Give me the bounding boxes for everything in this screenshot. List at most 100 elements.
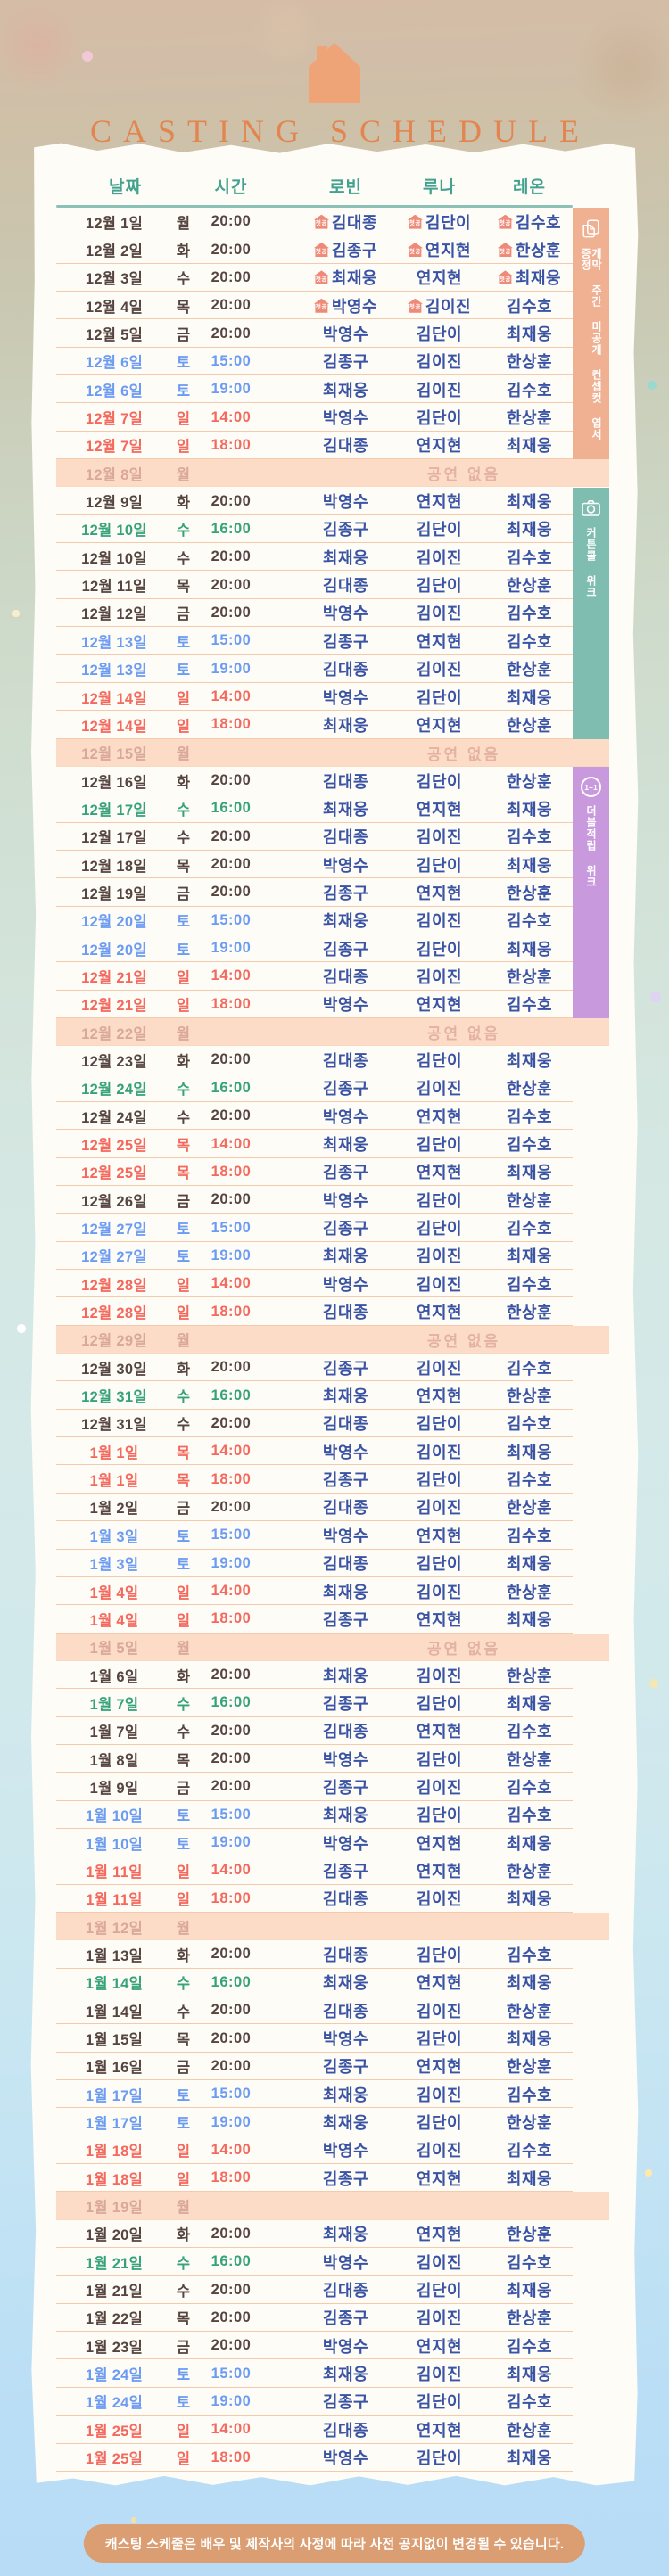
- time-cell: 20:00: [211, 1051, 252, 1068]
- robin-cast-cell: 최재웅: [322, 1136, 369, 1155]
- leon-cast-cell: 최재웅: [506, 1610, 553, 1629]
- date-cell: 1월 4일: [89, 1612, 139, 1629]
- date-cell: 1월 17일: [85, 2087, 144, 2104]
- date-cell: 12월 29일: [81, 1333, 147, 1350]
- luna-cast-cell: 김이진: [416, 967, 463, 986]
- schedule-row: 12월 14일 일 18:00 최재웅 연지현 한상훈: [56, 711, 609, 739]
- luna-cast-cell: 김단이: [416, 1555, 463, 1574]
- luna-cast-cell: 연지현: [416, 2421, 463, 2440]
- date-cell: 1월 10일: [85, 1836, 144, 1853]
- date-cell: 1월 4일: [89, 1584, 139, 1601]
- robin-cast-cell: 최재웅: [322, 1974, 369, 1993]
- side-event-opening-week: 개막 주간 미공개 컨셉컷 엽서 증정: [573, 208, 609, 460]
- robin-cast-cell: 박영수: [322, 1107, 369, 1126]
- day-of-week-cell: 금: [176, 1780, 191, 1797]
- schedule-row: 1월 1일 목 14:00 박영수 김이진 최재웅: [56, 1437, 609, 1466]
- date-cell: 1월 22일: [85, 2311, 144, 2328]
- day-of-week-cell: 월: [176, 215, 191, 232]
- luna-cast-cell: 김단이: [416, 2449, 463, 2468]
- day-of-week-cell: 화: [176, 495, 191, 512]
- time-cell: 20:00: [211, 772, 252, 789]
- date-cell: 12월 18일: [81, 858, 147, 875]
- day-of-week-cell: 목: [176, 1165, 191, 1182]
- day-of-week-cell: 목: [176, 2032, 191, 2049]
- time-cell: 20:00: [211, 576, 252, 593]
- schedule-row: 12월 24일 수 20:00 박영수 연지현 김수호: [56, 1102, 609, 1131]
- date-cell: 1월 11일: [86, 1892, 143, 1909]
- luna-cast-cell: 김이진: [416, 1778, 463, 1797]
- column-header-robin: 로빈: [329, 177, 362, 197]
- time-cell: 16:00: [211, 1387, 252, 1403]
- day-of-week-cell: 금: [176, 2060, 191, 2077]
- schedule-row: 12월 19일 금 20:00 김종구 연지현 한상훈: [56, 878, 609, 907]
- column-header-luna: 루나: [423, 177, 456, 197]
- day-of-week-cell: 목: [176, 2311, 191, 2328]
- time-cell: 14:00: [211, 1443, 252, 1460]
- first-show-badge: 첫공: [407, 298, 423, 313]
- luna-cast-cell: 김이진: [416, 1247, 463, 1266]
- schedule-row: 12월 28일 일 18:00 김대종 연지현 한상훈: [56, 1297, 609, 1327]
- leon-cast-cell: 김수호: [506, 828, 553, 847]
- luna-cast-cell: 첫공 김이진: [392, 294, 486, 317]
- luna-cast-cell: 연지현: [416, 493, 463, 512]
- leon-cast-cell: 최재웅: [506, 1443, 553, 1461]
- robin-cast-cell: 박영수: [322, 1834, 369, 1853]
- robin-cast-cell: 최재웅: [322, 716, 369, 735]
- date-cell: 12월 14일: [81, 718, 147, 735]
- day-of-week-cell: 일: [176, 1612, 191, 1629]
- time-cell: 15:00: [211, 1806, 252, 1823]
- leon-cast-cell: 최재웅: [506, 1051, 553, 1070]
- leon-cast-cell: 최재웅: [506, 688, 553, 707]
- leon-cast-cell: 최재웅: [506, 2030, 553, 2049]
- schedule-row: 12월 17일 수 20:00 김대종 김이진 김수호: [56, 823, 609, 852]
- date-cell: 12월 10일: [81, 523, 147, 539]
- leon-cast-cell: 김수호: [506, 2393, 553, 2412]
- schedule-row: 12월 27일 토 15:00 김종구 김단이 김수호: [56, 1214, 609, 1243]
- leon-cast-cell: 한상훈: [506, 661, 553, 679]
- day-of-week-cell: 토: [176, 1249, 191, 1266]
- postcard-icon: [582, 219, 599, 238]
- leon-cast-cell: 최재웅: [506, 940, 553, 959]
- robin-cast-cell: 첫공 박영수: [299, 294, 392, 317]
- robin-cast-cell: 김대종: [322, 772, 369, 791]
- time-cell: 18:00: [211, 1303, 252, 1320]
- luna-cast-cell: 연지현: [416, 2337, 463, 2356]
- schedule-row: 1월 4일 일 18:00 김종구 연지현 최재웅: [56, 1605, 609, 1634]
- day-of-week-cell: 토: [176, 1808, 191, 1825]
- day-of-week-cell: 월: [176, 466, 191, 483]
- schedule-row: 1월 4일 일 14:00 최재웅 김이진 한상훈: [56, 1577, 609, 1606]
- robin-cast-cell: 김종구: [322, 632, 369, 651]
- first-show-badge: 첫공: [407, 243, 423, 258]
- time-cell: 15:00: [211, 632, 252, 649]
- date-cell: 1월 12일: [85, 1920, 144, 1937]
- luna-cast-cell: 김단이: [416, 1806, 463, 1825]
- luna-cast-cell: 김이진: [416, 1080, 463, 1099]
- date-cell: 1월 23일: [85, 2339, 144, 2356]
- day-of-week-cell: 목: [176, 858, 191, 875]
- time-cell: 16:00: [211, 1973, 252, 1990]
- leon-cast-cell: 최재웅: [506, 325, 553, 344]
- luna-cast-cell: 김단이: [416, 2282, 463, 2300]
- leon-cast-cell: 최재웅: [506, 2366, 553, 2384]
- robin-cast-cell: 김종구: [322, 1359, 369, 1378]
- leon-cast-cell: 한상훈: [506, 1080, 553, 1099]
- robin-cast-cell: 김종구: [322, 940, 369, 959]
- schedule-row: 1월 12일 월: [56, 1912, 609, 1941]
- day-of-week-cell: 월: [176, 1025, 191, 1042]
- luna-cast-cell: 김단이: [416, 521, 463, 539]
- first-show-badge: 첫공: [313, 214, 329, 229]
- day-of-week-cell: 금: [176, 1193, 191, 1210]
- robin-cast-cell: 김대종: [322, 661, 369, 679]
- luna-cast-cell: 김이진: [416, 1275, 463, 1294]
- time-cell: 14:00: [211, 688, 252, 705]
- day-of-week-cell: 토: [176, 383, 191, 399]
- date-cell: 12월 21일: [81, 998, 147, 1015]
- leon-cast-cell: 최재웅: [506, 1164, 553, 1182]
- date-cell: 1월 24일: [85, 2395, 144, 2412]
- side-event-curtain-call-week: 커튼콜 위크: [573, 487, 609, 739]
- robin-cast-cell: 김종구: [322, 1080, 369, 1099]
- schedule-row: 12월 12일 금 20:00 박영수 김이진 김수호: [56, 599, 609, 628]
- day-of-week-cell: 화: [176, 774, 191, 791]
- time-cell: 16:00: [211, 520, 252, 537]
- date-cell: 12월 23일: [81, 1053, 147, 1070]
